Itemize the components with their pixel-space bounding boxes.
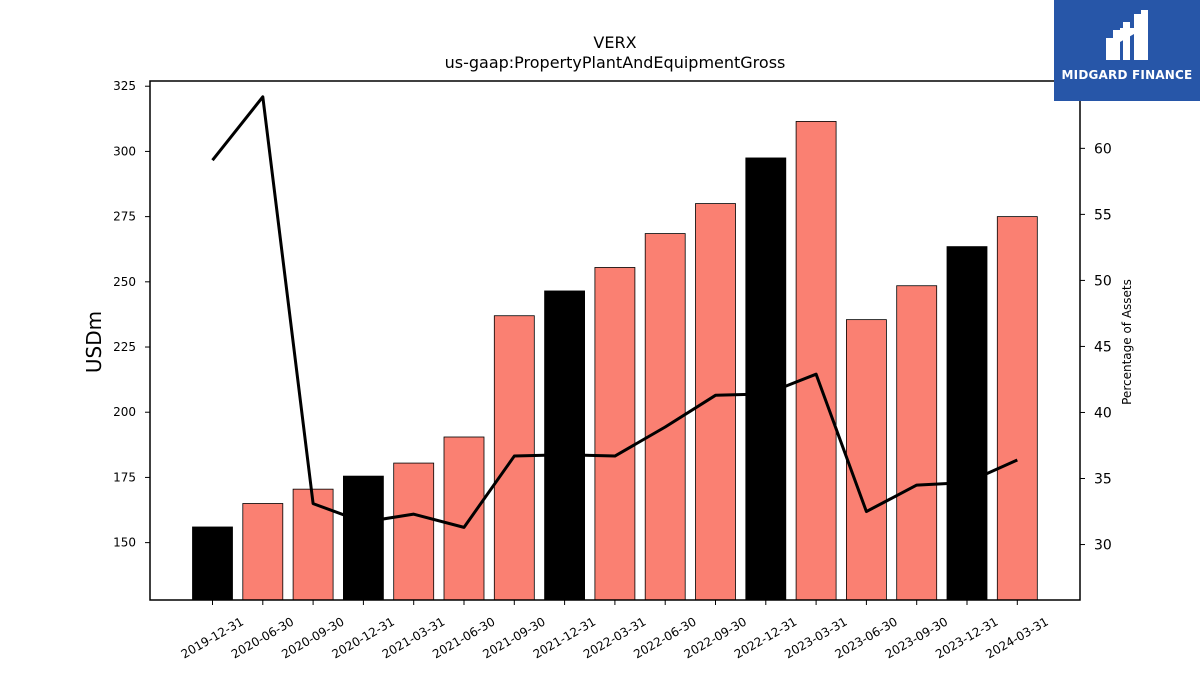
y-axis-right: 30 35 40 45 50 55 60 [1080, 141, 1112, 554]
y2-tick-label: 40 [1094, 405, 1112, 421]
bar-2023-03-31 [795, 121, 837, 601]
y2-tick-label: 55 [1094, 207, 1112, 223]
y-tick-label: 150 [113, 536, 136, 550]
bar-2021-12-31 [544, 290, 585, 601]
bar-2022-12-31 [745, 157, 787, 601]
bars-group [192, 121, 1038, 601]
bar-2023-12-31 [946, 246, 988, 601]
y-tick-label: 225 [113, 340, 136, 354]
bar-2021-03-31 [393, 462, 435, 601]
percentage-line [211, 95, 1018, 529]
y-axis-left: 150 175 200 225 250 275 300 325 [113, 79, 150, 550]
bar-2020-09-30 [292, 488, 334, 601]
bar-2024-03-31 [996, 216, 1038, 601]
bar-2020-06-30 [242, 503, 284, 601]
brand-logo: MIDGARD FINANCE [1054, 0, 1200, 101]
x-axis: 2019-12-312020-06-302020-09-302020-12-31… [179, 600, 1051, 661]
y-axis-label: USDm [82, 311, 106, 373]
bar-2019-12-31 [192, 526, 233, 601]
y-tick-label: 325 [113, 79, 136, 93]
y2-tick-label: 45 [1094, 339, 1112, 355]
y2-axis-label: Percentage of Assets [1120, 279, 1134, 405]
y-tick-label: 250 [113, 275, 136, 289]
bar-2022-09-30 [695, 203, 736, 601]
y-tick-label: 275 [113, 210, 136, 224]
chart-title: VERX [593, 33, 636, 52]
y2-tick-label: 60 [1094, 141, 1112, 157]
midgard-logo-icon [1106, 10, 1148, 60]
bar-2023-09-30 [896, 285, 938, 601]
bar-2022-06-30 [644, 233, 686, 601]
bar-2023-06-30 [846, 319, 887, 601]
line-group [211, 95, 1018, 529]
y2-tick-label: 50 [1094, 273, 1112, 289]
bar-2022-03-31 [594, 267, 636, 601]
y-tick-label: 300 [113, 144, 136, 158]
y2-tick-label: 30 [1094, 538, 1112, 554]
y-tick-label: 200 [113, 405, 136, 419]
bar-2020-12-31 [342, 475, 384, 601]
y-tick-label: 175 [113, 470, 136, 484]
brand-name: MIDGARD FINANCE [1061, 68, 1193, 82]
chart-subtitle: us-gaap:PropertyPlantAndEquipmentGross [445, 53, 786, 72]
y2-tick-label: 35 [1094, 472, 1112, 488]
bar-2021-06-30 [443, 436, 485, 601]
